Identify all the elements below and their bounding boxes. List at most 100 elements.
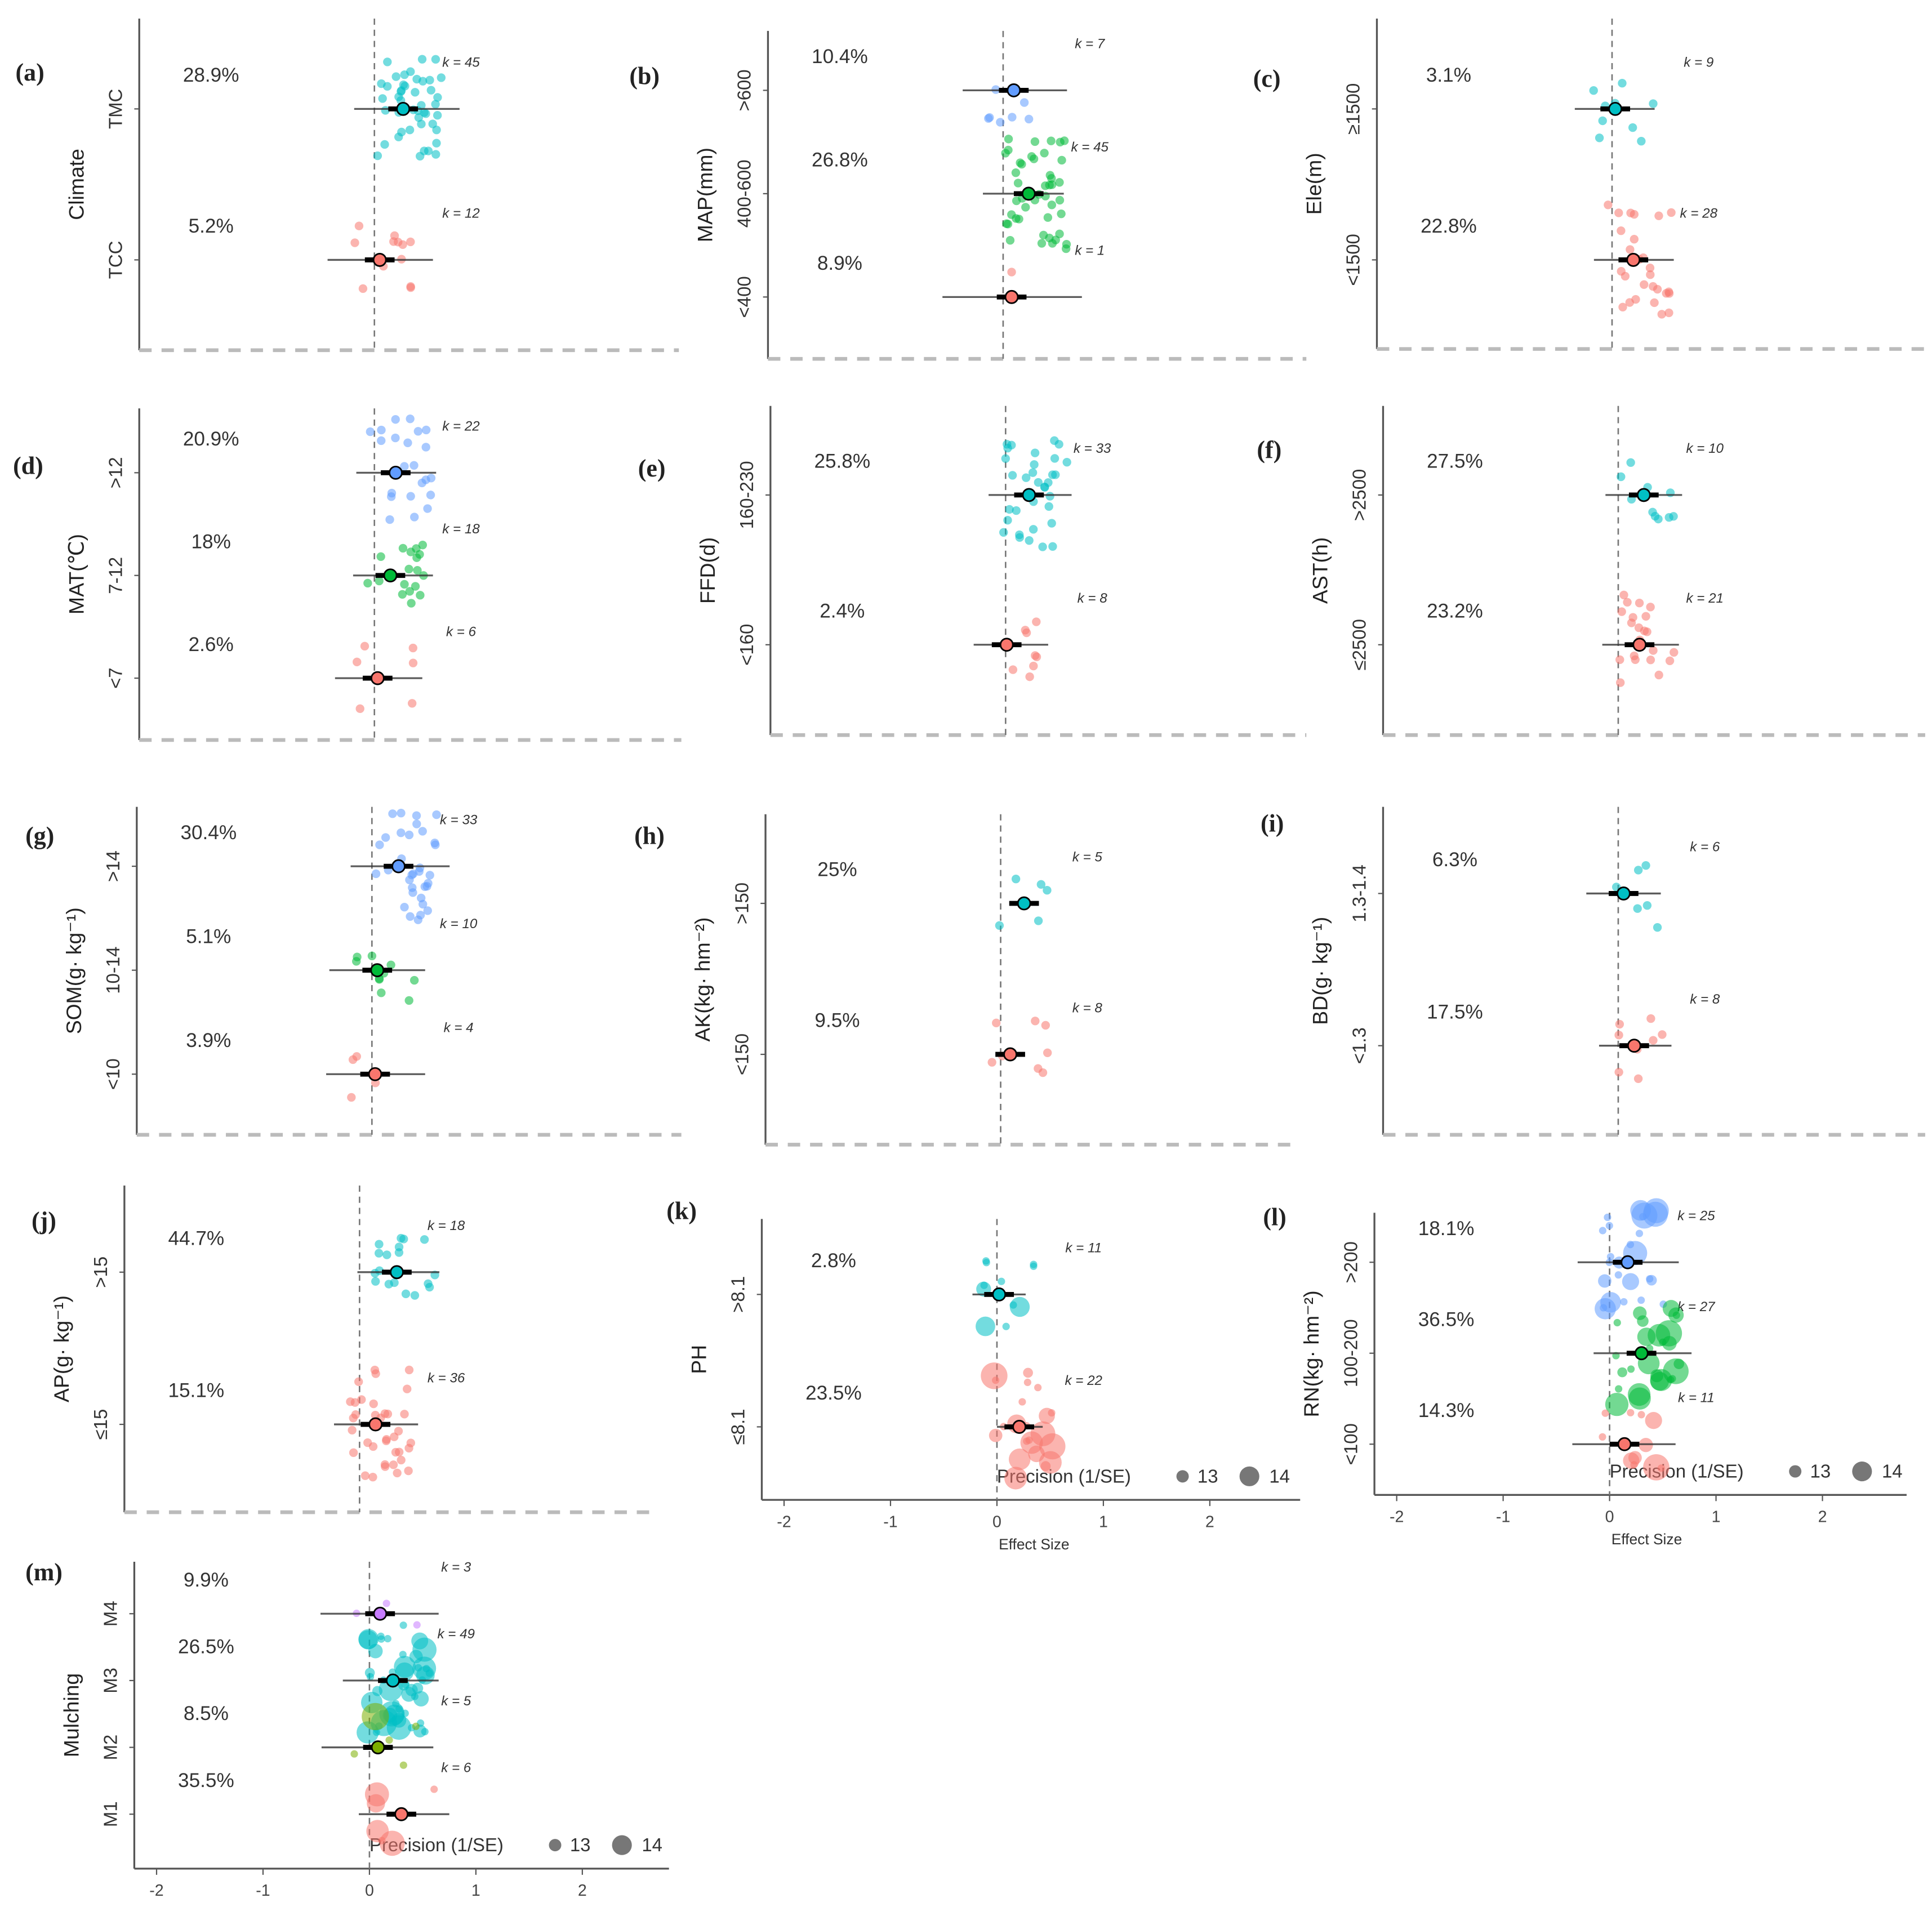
- data-point: [992, 1018, 1001, 1028]
- panel-label: (b): [629, 62, 660, 90]
- data-point: [404, 996, 413, 1005]
- data-point: [412, 819, 421, 828]
- data-point: [1606, 1253, 1614, 1260]
- group-1: 100-200 36.5% k = 27: [1340, 1299, 1716, 1416]
- category-label: 100-200: [1340, 1319, 1361, 1387]
- data-point: [1628, 1387, 1651, 1410]
- data-point: [371, 1277, 380, 1286]
- group-2: <400 8.9% k = 1: [734, 243, 1105, 318]
- data-point: [415, 550, 424, 559]
- data-point: [1635, 599, 1644, 608]
- data-point: [1630, 1461, 1638, 1469]
- data-point: [401, 1289, 411, 1299]
- data-point: [1623, 598, 1632, 607]
- data-point: [1047, 519, 1056, 528]
- category-label: M4: [100, 1601, 121, 1627]
- data-point: [397, 1455, 406, 1465]
- data-point: [385, 515, 394, 524]
- data-point: [413, 1691, 429, 1707]
- data-point: [1036, 880, 1045, 889]
- mean-effect-marker: [373, 1606, 388, 1621]
- data-point: [1028, 468, 1038, 477]
- data-point: [1034, 916, 1043, 925]
- data-point: [1023, 1378, 1031, 1387]
- data-point: [1020, 98, 1029, 107]
- group-2: M2 8.5% k = 5: [100, 1694, 471, 1769]
- data-point: [360, 1471, 370, 1480]
- legend-label: 14: [642, 1834, 662, 1855]
- data-point: [1047, 200, 1057, 210]
- y-axis-title: BD(g· kg⁻¹): [1308, 917, 1332, 1025]
- percent-label: 20.9%: [183, 428, 239, 450]
- category-label: >14: [103, 850, 123, 882]
- data-point: [1626, 208, 1635, 217]
- data-point: [1024, 114, 1034, 124]
- category-label: <150: [731, 1033, 752, 1075]
- percent-label: 23.5%: [805, 1382, 862, 1404]
- mean-effect-marker: [1632, 638, 1647, 652]
- percent-label: 10.4%: [812, 46, 868, 68]
- percent-label: 3.9%: [186, 1030, 231, 1051]
- data-point: [1043, 1048, 1052, 1057]
- percent-label: 25%: [817, 859, 857, 881]
- data-point: [385, 1736, 393, 1744]
- mean-effect-marker: [1616, 886, 1631, 901]
- data-point: [1654, 514, 1663, 524]
- category-label: M3: [100, 1668, 121, 1694]
- data-point: [376, 552, 385, 561]
- data-point: [1637, 1327, 1656, 1346]
- data-point: [1051, 470, 1060, 479]
- data-point: [1044, 502, 1053, 511]
- data-point: [1012, 214, 1021, 223]
- group-1: ≤15 15.1% k = 36: [90, 1365, 465, 1482]
- group-0: >8.1 2.8% k = 11: [728, 1241, 1102, 1336]
- category-label: <7: [105, 667, 126, 689]
- category-label: >200: [1340, 1241, 1361, 1283]
- data-point: [377, 436, 386, 445]
- data-point: [432, 139, 441, 148]
- data-point: [995, 921, 1004, 930]
- data-point: [1627, 618, 1636, 627]
- category-label: <1500: [1343, 234, 1364, 286]
- data-point: [1604, 1213, 1612, 1222]
- data-point: [382, 1250, 391, 1259]
- percent-label: 2.8%: [811, 1250, 856, 1272]
- panel-f: (f) AST(h) >2500 27.5% k = 10 ≤2500 23.2% k = 2…: [1257, 406, 1925, 737]
- data-point: [410, 513, 419, 522]
- data-point: [394, 1447, 404, 1456]
- mean-effect-marker: [1626, 253, 1641, 267]
- data-point: [1027, 152, 1036, 161]
- data-point: [1646, 1014, 1655, 1023]
- data-point: [987, 1058, 996, 1067]
- data-point: [1598, 1274, 1612, 1288]
- data-point: [399, 1761, 407, 1769]
- data-point: [998, 1277, 1005, 1285]
- data-point: [408, 643, 417, 653]
- category-label: 160-230: [736, 461, 757, 529]
- k-count-label: k = 49: [437, 1627, 474, 1642]
- data-point: [1650, 1369, 1672, 1391]
- k-count-label: k = 1: [1075, 243, 1105, 259]
- data-point: [1022, 473, 1031, 482]
- data-point: [1646, 603, 1655, 612]
- y-axis-title: AP(g· kg⁻¹): [50, 1295, 73, 1402]
- x-tick-label: 2: [578, 1882, 587, 1900]
- data-point: [431, 150, 440, 159]
- data-point: [394, 1427, 403, 1436]
- category-label: >2500: [1349, 469, 1370, 522]
- panel-e: (e) FFD(d) 160-230 25.8% k = 33 <160 2.4% k = 8: [638, 406, 1307, 737]
- category-label: 1.3-1.4: [1349, 865, 1370, 923]
- data-point: [366, 1820, 389, 1843]
- data-point: [1649, 282, 1658, 291]
- mean-effect-marker: [1627, 1039, 1641, 1053]
- data-point: [1635, 1229, 1644, 1237]
- k-count-label: k = 4: [444, 1021, 474, 1036]
- data-point: [431, 100, 440, 109]
- data-point: [421, 109, 430, 118]
- data-point: [1008, 113, 1017, 122]
- data-point: [1625, 298, 1634, 307]
- data-point: [433, 111, 442, 120]
- data-point: [394, 1656, 416, 1678]
- data-point: [989, 1428, 1003, 1442]
- data-point: [1034, 478, 1043, 487]
